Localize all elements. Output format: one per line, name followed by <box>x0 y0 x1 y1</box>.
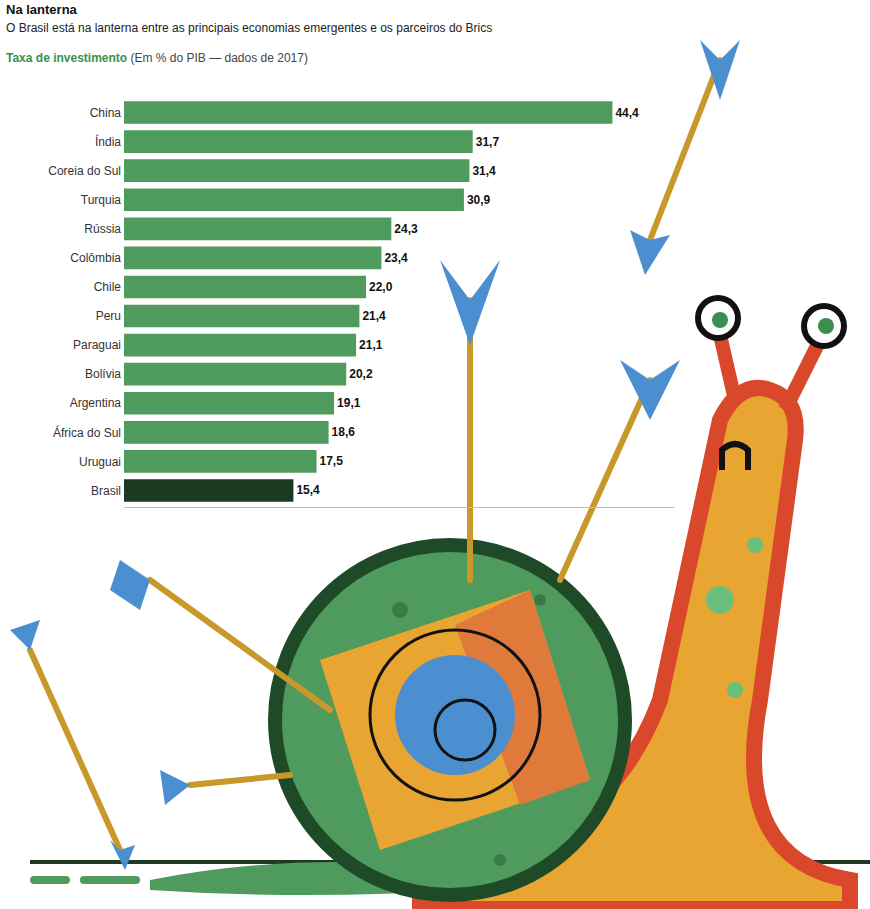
svg-text:20,2: 20,2 <box>349 367 373 381</box>
svg-text:17,5: 17,5 <box>320 454 344 468</box>
svg-text:Índia: Índia <box>95 134 121 149</box>
svg-text:15,4: 15,4 <box>296 483 320 497</box>
svg-text:Colômbia: Colômbia <box>70 251 121 265</box>
svg-text:18,6: 18,6 <box>332 425 356 439</box>
svg-text:24,3: 24,3 <box>394 222 418 236</box>
svg-text:21,1: 21,1 <box>359 338 383 352</box>
svg-text:Paraguai: Paraguai <box>73 338 121 352</box>
svg-text:Rússia: Rússia <box>84 222 121 236</box>
svg-text:Uruguai: Uruguai <box>79 455 121 469</box>
svg-text:31,7: 31,7 <box>476 135 500 149</box>
svg-text:22,0: 22,0 <box>369 280 393 294</box>
svg-text:Bolívia: Bolívia <box>85 367 121 381</box>
svg-text:África do Sul: África do Sul <box>53 425 121 440</box>
svg-text:44,4: 44,4 <box>615 106 639 120</box>
svg-text:Coreia do Sul: Coreia do Sul <box>48 164 121 178</box>
svg-text:Chile: Chile <box>94 280 122 294</box>
svg-text:21,4: 21,4 <box>362 309 386 323</box>
svg-text:China: China <box>90 106 122 120</box>
svg-text:19,1: 19,1 <box>337 396 361 410</box>
html-text:Taxa de investimento (Em % do: Taxa de investimento (Em % do PIB — dado… <box>6 51 308 65</box>
svg-text:30,9: 30,9 <box>467 193 491 207</box>
svg-text:23,4: 23,4 <box>384 251 408 265</box>
svg-text:Brasil: Brasil <box>91 484 121 498</box>
svg-text:Argentina: Argentina <box>70 396 122 410</box>
html-text:O Brasil está na lanterna entr: O Brasil está na lanterna entre as princ… <box>6 21 493 35</box>
html-text:Na lanterna: Na lanterna <box>6 2 77 17</box>
svg-text:Peru: Peru <box>96 309 121 323</box>
svg-text:Turquia: Turquia <box>81 193 122 207</box>
svg-text:31,4: 31,4 <box>472 164 496 178</box>
